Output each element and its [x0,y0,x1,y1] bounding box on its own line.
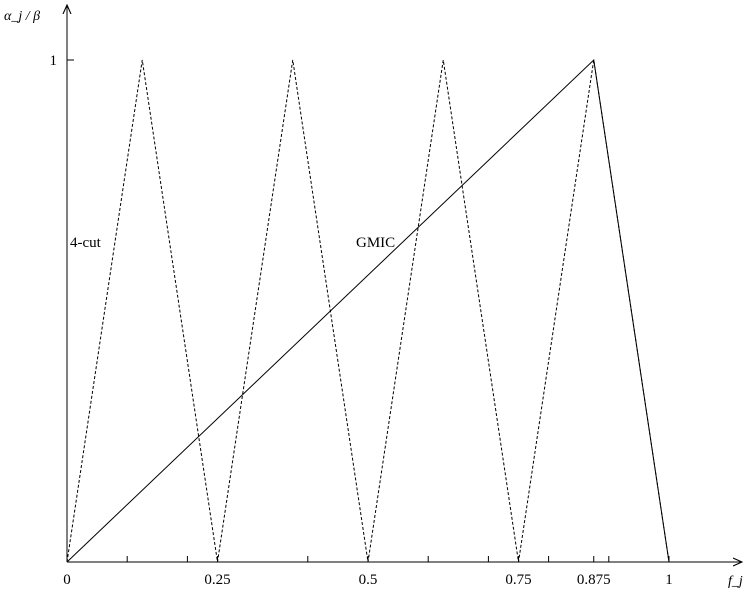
tick-labels: 0 0.25 0.5 0.75 0.875 1 1 [50,53,673,588]
x-tick-label: 0.5 [359,572,378,588]
ticks [67,59,670,562]
y-axis-label: α_j / β [4,9,40,24]
y-tick-label: 1 [50,53,58,69]
x-tick-label: 0.875 [577,572,611,588]
x-tick-label: 0 [63,572,71,588]
series-annotations: 4-cut GMIC [70,235,395,251]
axes [67,5,742,562]
x-tick-label: 0.25 [204,572,230,588]
series-label-gmic: GMIC [356,235,395,251]
x-axis-label: f_j [728,574,743,589]
axis-labels: α_j / β f_j [4,9,743,589]
series-line [66,58,670,563]
x-tick-label: 0.75 [505,572,531,588]
series-layer [66,58,670,563]
series-gmic [66,58,670,563]
series-label-4-cut: 4-cut [70,235,102,251]
series-4-cut [66,59,670,563]
x-tick-label: 1 [665,572,673,588]
series-line [66,59,670,563]
